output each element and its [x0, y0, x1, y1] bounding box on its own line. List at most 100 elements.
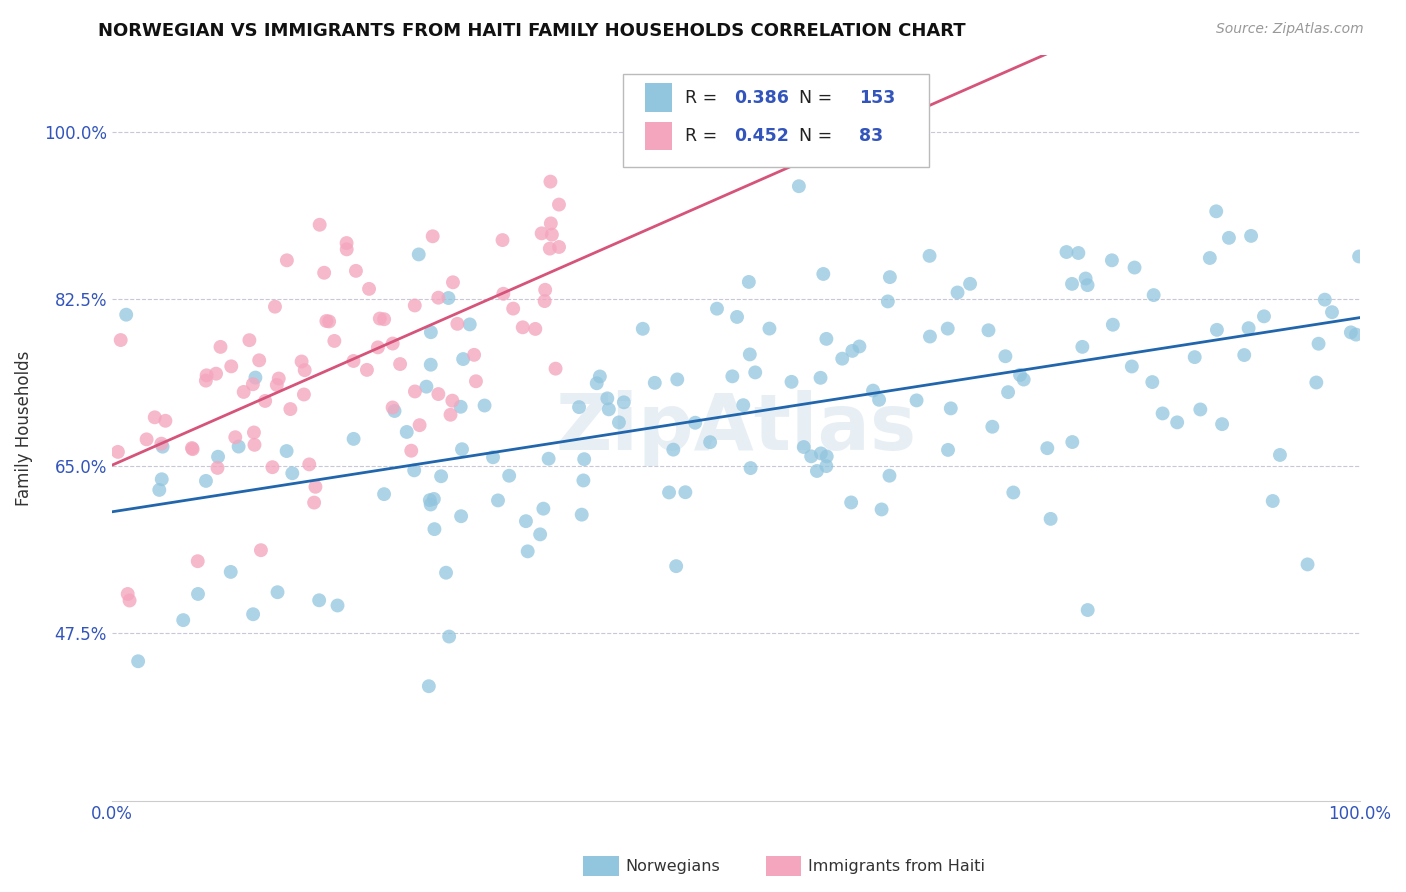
Point	[280, 402, 302, 417]
Point	[419, 498, 441, 512]
Point	[815, 450, 838, 464]
Y-axis label: Family Households: Family Households	[15, 351, 32, 506]
Point	[232, 384, 254, 399]
Point	[841, 343, 863, 358]
Point	[219, 565, 242, 579]
Text: NORWEGIAN VS IMMIGRANTS FROM HAITI FAMILY HOUSEHOLDS CORRELATION CHART: NORWEGIAN VS IMMIGRANTS FROM HAITI FAMIL…	[98, 22, 966, 40]
Point	[793, 440, 815, 454]
Point	[115, 308, 138, 322]
Point	[415, 379, 437, 393]
Point	[107, 445, 129, 459]
Text: R =: R =	[685, 128, 723, 145]
Point	[1062, 435, 1084, 450]
Point	[181, 442, 204, 457]
Point	[302, 495, 325, 509]
Point	[870, 502, 893, 516]
Point	[1002, 485, 1025, 500]
Point	[155, 414, 177, 428]
Point	[538, 242, 561, 256]
Point	[800, 450, 823, 464]
Point	[367, 340, 389, 354]
Point	[1253, 310, 1275, 324]
Point	[1077, 603, 1099, 617]
Point	[572, 452, 595, 467]
Point	[267, 371, 290, 385]
Text: N =: N =	[789, 88, 838, 107]
Point	[540, 216, 562, 230]
Point	[589, 369, 612, 384]
Point	[725, 310, 748, 324]
Point	[446, 317, 468, 331]
Point	[207, 450, 229, 464]
Point	[585, 376, 607, 391]
Point	[219, 359, 242, 374]
Point	[135, 433, 157, 447]
Point	[598, 402, 620, 417]
Point	[281, 467, 304, 481]
Point	[326, 599, 349, 613]
Point	[733, 398, 755, 412]
Point	[1308, 336, 1330, 351]
Point	[1142, 375, 1164, 389]
Point	[1237, 321, 1260, 335]
Point	[1240, 228, 1263, 243]
Text: Source: ZipAtlas.com: Source: ZipAtlas.com	[1216, 22, 1364, 37]
Point	[463, 348, 485, 362]
Point	[172, 613, 194, 627]
Point	[994, 349, 1017, 363]
Point	[427, 291, 450, 305]
Point	[1233, 348, 1256, 362]
Point	[631, 322, 654, 336]
Point	[1071, 340, 1094, 354]
Point	[848, 339, 870, 353]
Point	[187, 587, 209, 601]
Bar	[645, 84, 672, 112]
Point	[450, 509, 472, 524]
Point	[247, 353, 270, 368]
Point	[815, 459, 838, 474]
Text: Norwegians: Norwegians	[626, 859, 720, 873]
Point	[537, 451, 560, 466]
Point	[266, 585, 288, 599]
Point	[534, 283, 557, 297]
Point	[395, 425, 418, 439]
Point	[810, 446, 832, 460]
Point	[1012, 373, 1035, 387]
Point	[118, 593, 141, 607]
Point	[181, 441, 204, 455]
Point	[127, 654, 149, 668]
Point	[738, 347, 761, 361]
Point	[1261, 494, 1284, 508]
Point	[404, 384, 426, 399]
Point	[408, 247, 430, 261]
Point	[384, 404, 406, 418]
Point	[451, 442, 474, 457]
Point	[740, 461, 762, 475]
Text: N =: N =	[789, 128, 838, 145]
Point	[946, 285, 969, 300]
Point	[512, 320, 534, 334]
Point	[209, 340, 232, 354]
Point	[224, 430, 246, 444]
Point	[205, 367, 228, 381]
Point	[658, 485, 681, 500]
Text: R =: R =	[685, 88, 723, 107]
Point	[780, 375, 803, 389]
Point	[568, 400, 591, 414]
Point	[152, 440, 174, 454]
Point	[422, 229, 444, 244]
Point	[738, 275, 761, 289]
Point	[529, 527, 551, 541]
Point	[815, 332, 838, 346]
Point	[596, 392, 619, 406]
Point	[1008, 368, 1031, 382]
Point	[373, 487, 395, 501]
Point	[243, 425, 266, 440]
Point	[683, 416, 706, 430]
Point	[673, 485, 696, 500]
Point	[434, 566, 457, 580]
Point	[1077, 278, 1099, 293]
Text: 153: 153	[859, 88, 896, 107]
Point	[1206, 323, 1229, 337]
Point	[502, 301, 524, 316]
